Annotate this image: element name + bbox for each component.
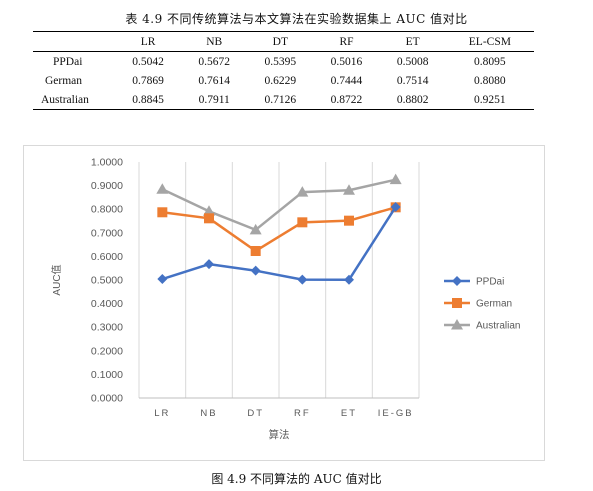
table-cell: 0.5016: [330, 55, 363, 68]
data-point: [204, 259, 214, 270]
chart-canvas: 0.0000 0.1000 0.2000 0.3000 0.4000 0.5000 0.60…: [50, 157, 520, 442]
data-point: [156, 183, 169, 194]
y-tick-label: 0.8000: [91, 204, 123, 216]
series-australian: [156, 173, 402, 235]
table-cell: 0.7514: [396, 74, 429, 87]
x-tick-label: IE-GB: [378, 408, 414, 419]
table-header-cell: NB: [206, 35, 223, 48]
data-point: [389, 173, 402, 185]
y-tick-label: 0.7000: [91, 227, 123, 239]
legend-item-ppdai: PPDai: [444, 276, 504, 288]
table-cell: 0.5672: [198, 55, 231, 68]
legend-label: Australian: [476, 321, 520, 332]
y-tick-label: 0.6000: [91, 251, 123, 263]
data-point: [296, 186, 309, 197]
data-point: [250, 245, 261, 256]
data-point: [297, 217, 308, 228]
table-cell: 0.8722: [330, 93, 363, 106]
x-tick-label: RF: [294, 408, 311, 419]
y-tick-label: 0.9000: [91, 180, 123, 192]
series-line: [161, 206, 397, 282]
table-header-row: LR NB DT RF ET EL-CSM: [33, 31, 534, 52]
data-point: [297, 274, 308, 285]
series-ppdai: [157, 201, 401, 285]
table-header-cell: ET: [405, 35, 420, 48]
series-line: [162, 206, 397, 253]
y-tick-label: 0.5000: [91, 275, 123, 287]
table-cell: 0.8095: [474, 55, 506, 68]
table-row: PPDai 0.5042 0.5672 0.5395 0.5016 0.5008…: [33, 52, 534, 72]
x-tick-label: DT: [247, 408, 264, 419]
y-tick-label: 1.0000: [91, 157, 123, 169]
table-cell: 0.8080: [474, 74, 506, 87]
table-header-cell: LR: [140, 35, 156, 48]
table-cell: 0.8845: [132, 93, 164, 106]
table-cell: 0.5042: [132, 55, 164, 68]
x-tick-label: NB: [200, 408, 217, 419]
data-point: [344, 274, 354, 285]
table-cell: 0.7911: [198, 93, 230, 106]
table-row: German 0.7869 0.7614 0.6229 0.7444 0.751…: [33, 71, 534, 90]
table-cell: 0.9251: [474, 93, 506, 106]
x-axis-label: 算法: [269, 428, 290, 441]
data-point: [451, 319, 463, 330]
data-point: [203, 205, 215, 216]
legend-label: German: [476, 299, 512, 310]
x-tick-label: ET: [341, 408, 357, 419]
table-header-cell: [33, 32, 115, 52]
table-cell: 0.7614: [198, 74, 231, 87]
x-tick-label: LR: [154, 408, 170, 419]
table-cell: 0.5395: [264, 55, 297, 68]
table-row: Australian 0.8845 0.7911 0.7126 0.8722 0…: [33, 90, 534, 110]
data-point: [204, 213, 214, 224]
figure-caption: 图 4.9 不同算法的 AUC 值对比: [211, 472, 382, 486]
data-point: [452, 276, 462, 286]
table-cell: 0.7444: [330, 74, 363, 87]
legend-label: PPDai: [476, 277, 504, 288]
data-point: [249, 223, 262, 235]
data-point: [390, 201, 401, 212]
data-point: [344, 215, 354, 226]
auc-comparison-table: LR NB DT RF ET EL-CSM PPDai 0.5042 0.567…: [33, 31, 534, 110]
table-title: 表 4.9 不同传统算法与本文算法在实验数据集上 AUC 值对比: [125, 12, 468, 26]
row-label: Australian: [41, 93, 89, 106]
series-line: [161, 178, 396, 232]
table-header-cell: RF: [339, 35, 354, 48]
table-cell: 0.7126: [264, 93, 297, 106]
table-cell: 0.8802: [396, 93, 429, 106]
y-tick-label: 0.0000: [91, 393, 123, 405]
table-cell: 0.5008: [396, 55, 429, 68]
y-tick-label: 0.3000: [91, 322, 123, 334]
auc-line-chart: 0.0000 0.1000 0.2000 0.3000 0.4000 0.5000 0.60…: [23, 145, 545, 461]
legend-item-australian: Australian: [444, 319, 520, 332]
legend-item-german: German: [444, 298, 512, 310]
data-point: [157, 207, 168, 218]
table-header-cell: EL-CSM: [468, 35, 511, 48]
row-label: German: [45, 74, 83, 87]
y-tick-label: 0.4000: [91, 298, 123, 310]
y-axis-label: AUC值: [50, 264, 63, 295]
data-point: [452, 298, 462, 308]
data-point: [157, 274, 168, 285]
y-tick-label: 0.2000: [91, 345, 123, 357]
row-label: PPDai: [53, 55, 83, 68]
y-tick-label: 0.1000: [91, 369, 123, 381]
data-point: [343, 184, 355, 195]
data-point: [250, 265, 261, 276]
table-cell: 0.7869: [132, 74, 164, 87]
table-header-cell: DT: [272, 35, 289, 48]
table-cell: 0.6229: [264, 74, 297, 87]
